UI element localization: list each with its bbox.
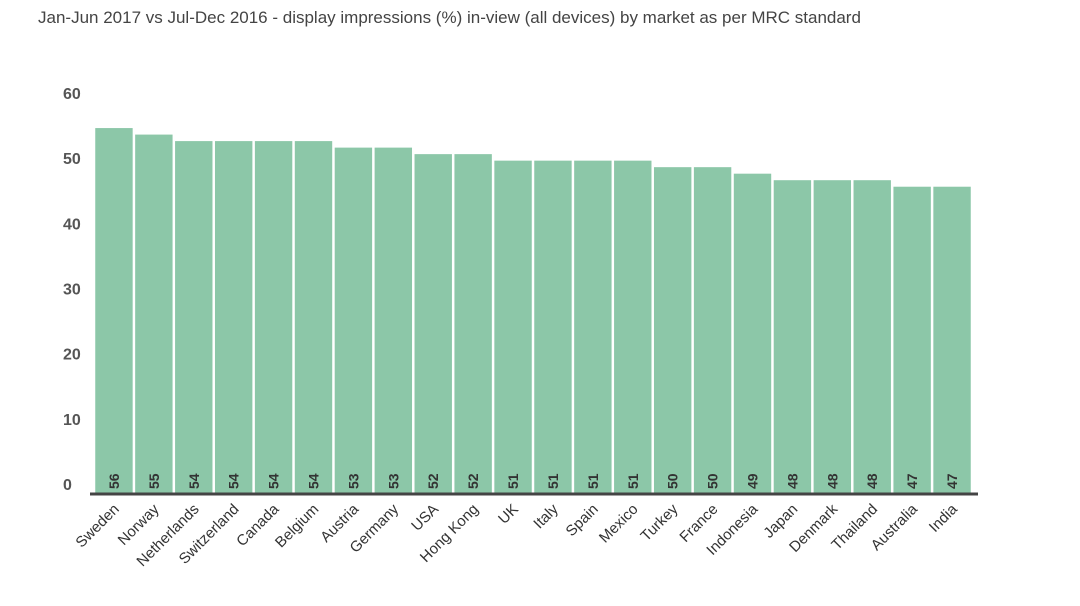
bar-denmark <box>813 180 852 493</box>
bar-india <box>933 186 971 493</box>
bar-japan <box>773 180 812 493</box>
data-label: 51 <box>585 473 601 489</box>
data-label: 54 <box>226 473 242 489</box>
y-axis-ticks: 0 10 20 30 40 50 60 <box>63 86 81 494</box>
category-label: Mexico <box>596 501 642 547</box>
y-tick-label: 60 <box>63 86 81 103</box>
y-tick-label: 10 <box>63 412 81 429</box>
x-axis-categories: SwedenNorwayNetherlandsSwitzerlandCanada… <box>72 500 961 570</box>
data-label: 50 <box>665 473 681 489</box>
data-label: 54 <box>266 473 282 489</box>
category-label: Sweden <box>72 501 122 551</box>
data-label: 51 <box>625 473 641 489</box>
data-label: 47 <box>944 473 960 489</box>
category-label: Italy <box>530 500 562 532</box>
bar-uk <box>494 160 532 493</box>
bar-usa <box>414 154 452 493</box>
data-label: 48 <box>784 473 800 489</box>
data-label: 52 <box>425 473 441 489</box>
bar-hong-kong <box>454 154 492 493</box>
data-label: 48 <box>824 473 840 489</box>
y-tick-label: 50 <box>63 151 81 168</box>
data-label: 51 <box>545 473 561 489</box>
y-tick-label: 30 <box>63 282 81 299</box>
data-label: 50 <box>705 473 721 489</box>
bar-austria <box>334 147 373 493</box>
category-label: Belgium <box>272 501 322 551</box>
bars <box>95 128 971 494</box>
data-label: 56 <box>106 473 122 489</box>
bar-mexico <box>614 160 652 493</box>
y-tick-label: 20 <box>63 347 81 364</box>
bar-norway <box>135 134 173 494</box>
data-label: 47 <box>904 473 920 489</box>
data-label: 53 <box>385 473 401 489</box>
data-labels: 56 55 54 54 54 54 53 53 52 52 51 51 51 51 50 50 49 48 48 48… <box>106 473 960 489</box>
data-label: 53 <box>345 473 361 489</box>
category-label: Turkey <box>637 500 681 544</box>
bar-turkey <box>653 167 692 493</box>
data-label: 51 <box>505 473 521 489</box>
bar-france <box>693 167 732 493</box>
data-label: 48 <box>864 473 880 489</box>
data-label: 54 <box>186 473 202 489</box>
chart-title: Jan-Jun 2017 vs Jul-Dec 2016 - display i… <box>38 8 861 27</box>
y-tick-label: 40 <box>63 216 81 233</box>
y-tick-label: 0 <box>63 477 72 494</box>
bar-indonesia <box>733 173 772 493</box>
bar-italy <box>534 160 572 493</box>
bar-sweden <box>95 128 133 494</box>
bar-germany <box>374 147 413 493</box>
data-label: 55 <box>146 473 162 489</box>
category-label: UK <box>495 501 522 528</box>
bar-belgium <box>294 141 333 493</box>
bar-switzerland <box>214 141 253 493</box>
category-label: USA <box>408 501 442 535</box>
bar-spain <box>574 160 612 493</box>
bar-canada <box>254 141 293 493</box>
bar-australia <box>893 186 931 493</box>
data-label: 49 <box>745 473 761 489</box>
bar-thailand <box>853 180 891 493</box>
bar-netherlands <box>175 141 213 493</box>
data-label: 54 <box>306 473 322 489</box>
category-label: India <box>926 500 961 535</box>
data-label: 52 <box>465 473 481 489</box>
